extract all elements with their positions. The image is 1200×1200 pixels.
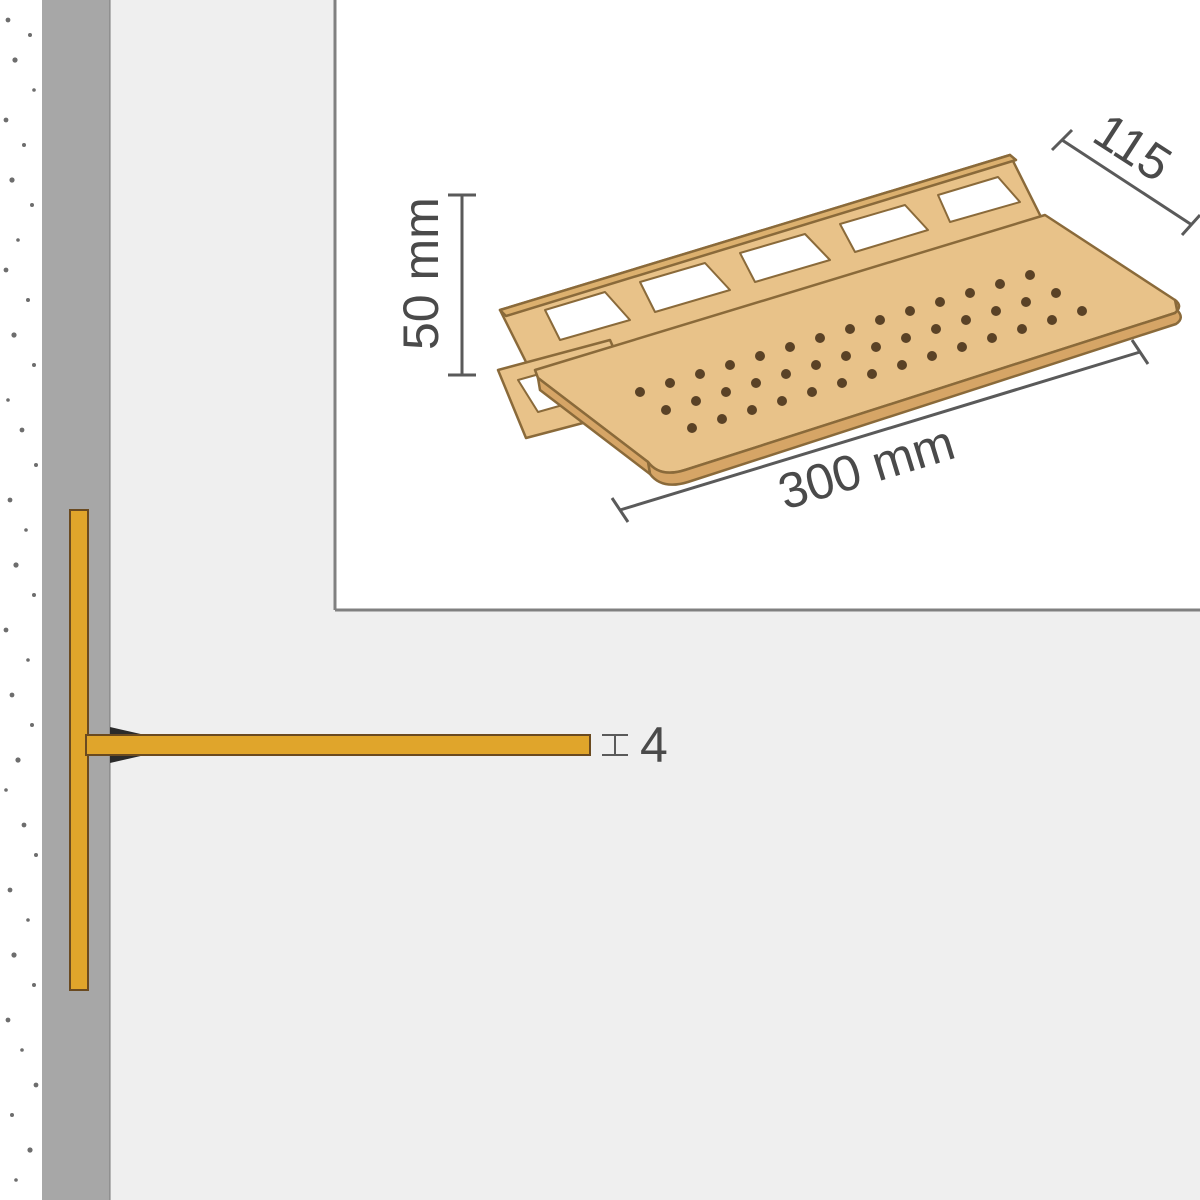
dim-thickness-label: 4 xyxy=(640,717,668,773)
technical-diagram: 4 xyxy=(0,0,1200,1200)
profile-shelf xyxy=(86,735,590,755)
dim-height-label: 50 mm xyxy=(393,197,449,350)
